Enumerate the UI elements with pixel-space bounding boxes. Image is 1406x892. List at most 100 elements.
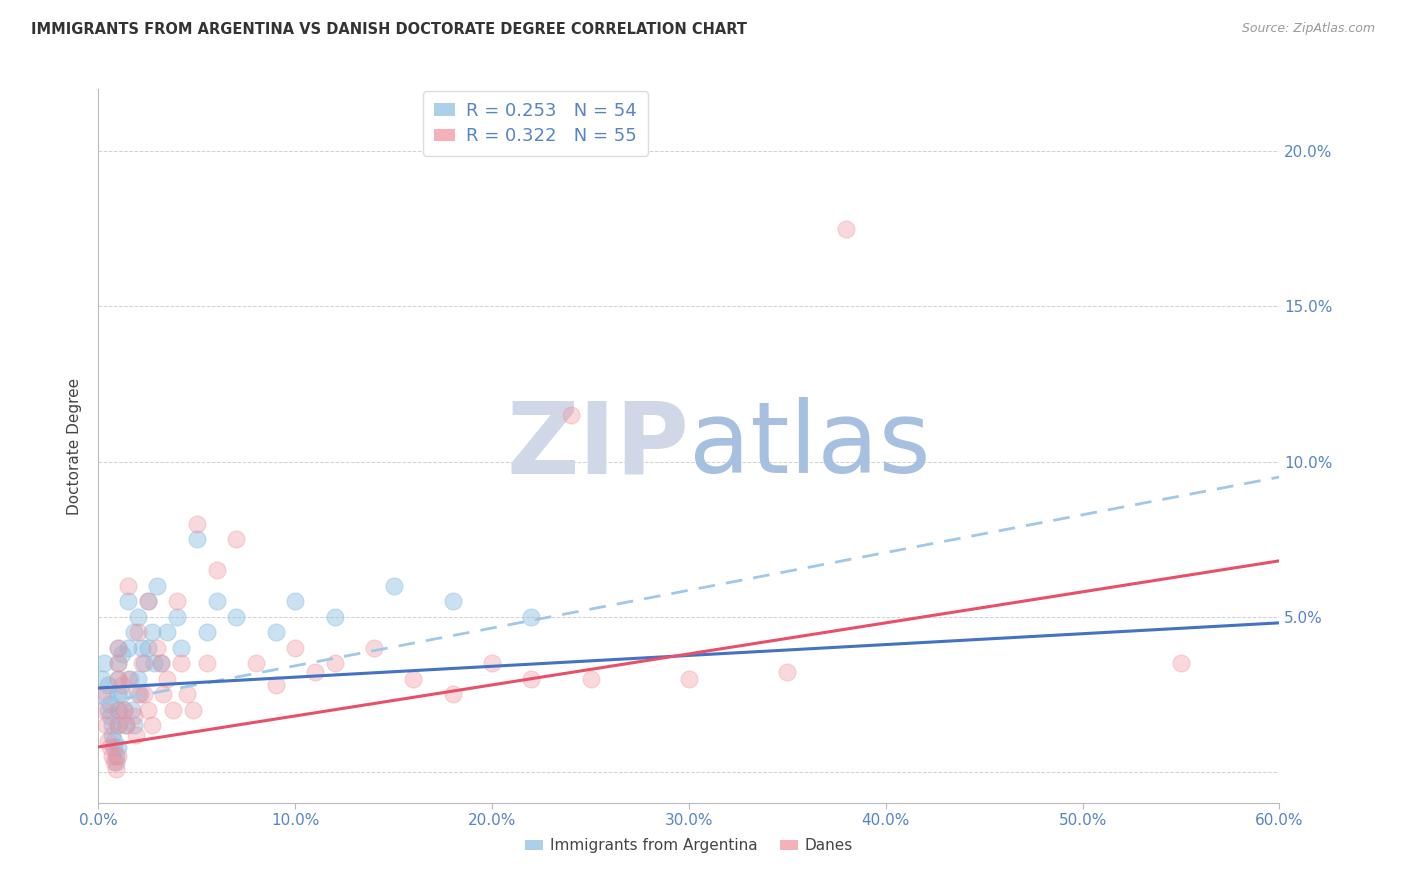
Point	[136, 594, 159, 608]
Point	[150, 656, 173, 670]
Point	[121, 703, 143, 717]
Point	[117, 594, 139, 608]
Point	[97, 733, 120, 747]
Point	[101, 718, 124, 732]
Point	[225, 532, 247, 546]
Point	[141, 625, 163, 640]
Point	[111, 687, 134, 701]
Point	[127, 687, 149, 701]
Point	[579, 672, 602, 686]
Point	[125, 727, 148, 741]
Point	[776, 665, 799, 680]
Point	[131, 656, 153, 670]
Point	[93, 656, 115, 670]
Point	[205, 563, 228, 577]
Point	[107, 656, 129, 670]
Point	[156, 625, 179, 640]
Point	[98, 739, 121, 754]
Point	[136, 640, 159, 655]
Point	[323, 609, 346, 624]
Point	[111, 647, 134, 661]
Point	[245, 656, 267, 670]
Point	[441, 687, 464, 701]
Point	[117, 672, 139, 686]
Point	[205, 594, 228, 608]
Point	[122, 718, 145, 732]
Point	[105, 749, 128, 764]
Point	[152, 687, 174, 701]
Point	[520, 609, 543, 624]
Point	[176, 687, 198, 701]
Text: ZIP: ZIP	[506, 398, 689, 494]
Point	[166, 594, 188, 608]
Point	[103, 756, 125, 770]
Point	[560, 408, 582, 422]
Point	[323, 656, 346, 670]
Point	[97, 703, 120, 717]
Y-axis label: Doctorate Degree: Doctorate Degree	[67, 377, 83, 515]
Point	[93, 703, 115, 717]
Point	[96, 718, 118, 732]
Point	[127, 625, 149, 640]
Point	[107, 749, 129, 764]
Text: IMMIGRANTS FROM ARGENTINA VS DANISH DOCTORATE DEGREE CORRELATION CHART: IMMIGRANTS FROM ARGENTINA VS DANISH DOCT…	[31, 22, 747, 37]
Point	[107, 718, 129, 732]
Point	[142, 656, 165, 670]
Point	[156, 672, 179, 686]
Point	[136, 594, 159, 608]
Point	[103, 739, 125, 754]
Point	[115, 718, 138, 732]
Point	[166, 609, 188, 624]
Legend: Immigrants from Argentina, Danes: Immigrants from Argentina, Danes	[519, 832, 859, 859]
Point	[141, 718, 163, 732]
Point	[96, 687, 118, 701]
Point	[91, 687, 114, 701]
Point	[107, 672, 129, 686]
Point	[117, 579, 139, 593]
Point	[520, 672, 543, 686]
Point	[103, 733, 125, 747]
Point	[382, 579, 405, 593]
Point	[136, 703, 159, 717]
Point	[1170, 656, 1192, 670]
Point	[678, 672, 700, 686]
Point	[146, 640, 169, 655]
Point	[146, 579, 169, 593]
Point	[118, 672, 141, 686]
Point	[132, 656, 155, 670]
Point	[107, 718, 129, 732]
Point	[264, 678, 287, 692]
Point	[107, 703, 129, 717]
Point	[97, 678, 120, 692]
Point	[481, 656, 503, 670]
Point	[304, 665, 326, 680]
Point	[107, 703, 129, 717]
Point	[363, 640, 385, 655]
Point	[150, 656, 173, 670]
Point	[284, 594, 307, 608]
Point	[170, 640, 193, 655]
Point	[107, 640, 129, 655]
Point	[107, 640, 129, 655]
Point	[186, 532, 208, 546]
Point	[98, 709, 121, 723]
Point	[98, 697, 121, 711]
Point	[107, 672, 129, 686]
Point	[131, 640, 153, 655]
Point	[127, 672, 149, 686]
Point	[835, 222, 858, 236]
Point	[91, 672, 114, 686]
Point	[162, 703, 184, 717]
Point	[127, 609, 149, 624]
Point	[122, 709, 145, 723]
Point	[122, 625, 145, 640]
Point	[115, 718, 138, 732]
Point	[112, 703, 135, 717]
Point	[105, 756, 128, 770]
Point	[107, 656, 129, 670]
Text: Source: ZipAtlas.com: Source: ZipAtlas.com	[1241, 22, 1375, 36]
Point	[181, 703, 204, 717]
Point	[402, 672, 425, 686]
Text: atlas: atlas	[689, 398, 931, 494]
Point	[101, 749, 124, 764]
